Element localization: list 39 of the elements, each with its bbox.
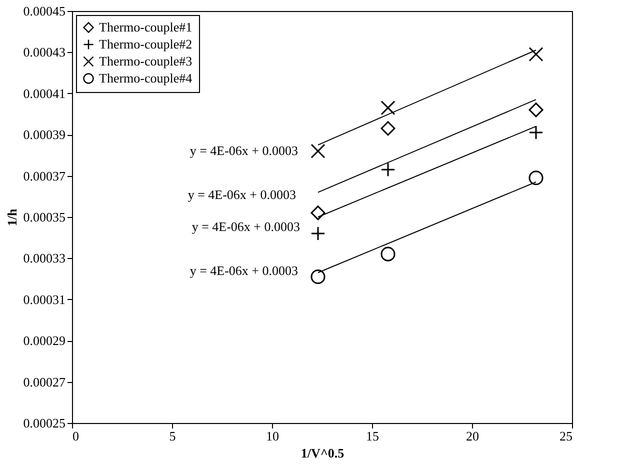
annotation: y = 4E-06x + 0.0003 xyxy=(190,143,298,158)
point xyxy=(528,170,544,186)
y-tick-label: 0.00025 xyxy=(23,416,66,430)
annotation: y = 4E-06x + 0.0003 xyxy=(190,263,298,278)
point xyxy=(528,102,544,118)
point xyxy=(310,206,326,220)
x-tick-label: 10 xyxy=(266,428,279,444)
y-tick-label: 0.00043 xyxy=(23,44,66,60)
point xyxy=(380,121,396,136)
point xyxy=(380,100,396,116)
x-tick-label: 20 xyxy=(466,428,479,444)
y-tick-label: 0.00035 xyxy=(23,210,66,224)
y-tick-label: 0.00041 xyxy=(23,86,66,101)
x-axis-title: 1/V^0.5 xyxy=(300,446,345,460)
legend-label: Thermo-couple#3 xyxy=(99,54,192,68)
y-tick-label: 0.00029 xyxy=(23,333,66,348)
legend-label: Thermo-couple#1 xyxy=(99,20,192,34)
point xyxy=(380,162,396,177)
y-tick-label: 0.00045 xyxy=(23,4,66,18)
y-axis-title: 1/h xyxy=(4,208,20,226)
point xyxy=(380,246,396,262)
annotation: y = 4E-06x + 0.0003 xyxy=(192,219,300,234)
x-tick-label: 5 xyxy=(169,428,176,444)
y-tick-label: 0.00027 xyxy=(23,374,66,390)
y-tick-label: 0.00031 xyxy=(23,292,66,307)
point xyxy=(310,144,326,158)
x-tick-label: 0 xyxy=(72,428,79,444)
point xyxy=(528,46,544,62)
annotation: y = 4E-06x + 0.0003 xyxy=(188,187,296,202)
x-tick-label: 15 xyxy=(366,428,379,444)
legend-label: Thermo-couple#4 xyxy=(99,70,193,86)
legend-label: Thermo-couple#2 xyxy=(99,36,192,52)
x-tick-label: 25 xyxy=(560,428,572,444)
y-tick-label: 0.00033 xyxy=(23,250,66,266)
y-tick-label: 0.00039 xyxy=(23,127,66,142)
point xyxy=(528,125,544,140)
point xyxy=(310,226,326,241)
y-tick-label: 0.00037 xyxy=(23,168,66,184)
point xyxy=(310,269,326,284)
